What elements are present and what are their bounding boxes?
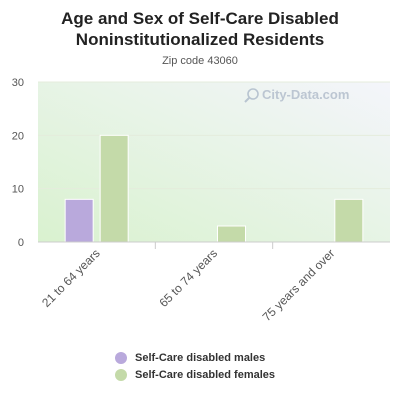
magnifier-icon bbox=[244, 88, 259, 103]
bar-males bbox=[64, 198, 94, 243]
x-tick-label: 65 to 74 years bbox=[156, 246, 220, 310]
plot-area bbox=[38, 82, 390, 242]
legend-label-males: Self-Care disabled males bbox=[135, 351, 266, 364]
legend-swatch-males bbox=[115, 351, 127, 364]
x-tick-label: 75 years and over bbox=[260, 246, 338, 324]
y-axis: 0 10 20 30 bbox=[12, 77, 390, 249]
legend: Self-Care disabled males Self-Care disab… bbox=[115, 349, 275, 383]
watermark-text: City-Data.com bbox=[262, 87, 349, 102]
bar-females bbox=[217, 225, 246, 243]
legend-item-males: Self-Care disabled males bbox=[115, 349, 275, 366]
y-tick-label: 20 bbox=[12, 130, 24, 142]
bar-females bbox=[334, 198, 364, 243]
bars bbox=[64, 134, 364, 243]
chart-title: Age and Sex of Self-Care Disabled Noninst… bbox=[61, 9, 339, 49]
legend-item-females: Self-Care disabled females bbox=[115, 366, 275, 383]
legend-swatch-females bbox=[115, 368, 127, 381]
watermark: City-Data.com bbox=[244, 87, 349, 103]
chart-subtitle: Zip code 43060 bbox=[162, 55, 238, 67]
gridlines bbox=[38, 81, 390, 190]
x-tick-label: 21 to 64 years bbox=[39, 246, 103, 310]
y-tick-label: 0 bbox=[18, 237, 24, 249]
legend-label-females: Self-Care disabled females bbox=[135, 368, 276, 381]
bar-females bbox=[99, 134, 129, 243]
y-tick-label: 30 bbox=[12, 77, 24, 89]
x-axis: 21 to 64 years 65 to 74 years 75 years and… bbox=[39, 242, 337, 324]
y-tick-label: 10 bbox=[12, 184, 24, 196]
